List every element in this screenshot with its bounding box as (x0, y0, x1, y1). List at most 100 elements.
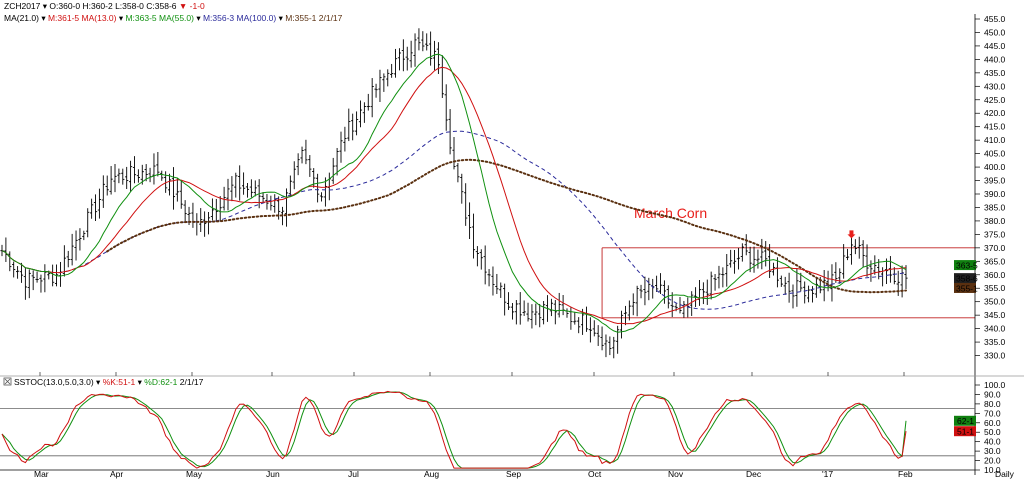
price-tick-label: 415.0 (984, 122, 1006, 132)
price-bar (526, 302, 530, 322)
price-bar (335, 147, 339, 176)
price-bar (608, 336, 612, 356)
badge-bg (954, 415, 976, 426)
price-bar (752, 246, 756, 273)
price-bar (506, 292, 511, 310)
price-bar (405, 46, 409, 71)
price-tick-label: 420.0 (984, 108, 1006, 118)
price-tick-label: 450.0 (984, 27, 1006, 37)
stoch-tick-label: 10.0 (984, 465, 1001, 475)
ma13-label: M:363-5 MA(55.0) (125, 13, 194, 23)
price-bar (362, 102, 366, 123)
price-bar (588, 317, 592, 343)
price-bar (160, 170, 164, 181)
price-tick-label: 390.0 (984, 189, 1006, 199)
x-tick-label: Nov (668, 469, 684, 479)
price-bar (857, 236, 861, 259)
price-bar (39, 274, 43, 293)
moving-averages (1, 53, 907, 333)
price-bar (374, 83, 378, 98)
stoch-tick-label: 40.0 (984, 437, 1001, 447)
price-tick-label: 400.0 (984, 162, 1006, 172)
price-bar (662, 280, 667, 304)
price-bar (125, 166, 129, 190)
change-label: -1-0 (190, 1, 205, 11)
price-tick-label: 330.0 (984, 351, 1006, 361)
price-bar (760, 238, 764, 270)
price-bars (0, 28, 908, 359)
price-bar (354, 111, 359, 136)
price-bar (655, 275, 659, 292)
price-bar (300, 146, 304, 164)
price-bar (347, 108, 351, 142)
price-bar (553, 300, 557, 325)
price-bar (19, 262, 24, 283)
price-bar (456, 163, 460, 183)
price-tick-label: 380.0 (984, 216, 1006, 226)
stoch-tick-label: 30.0 (984, 446, 1001, 456)
price-bar (210, 198, 215, 221)
price-bar (682, 300, 686, 318)
price-bar (534, 303, 538, 326)
price-bar (144, 164, 148, 182)
price-bar (522, 300, 526, 316)
price-bar (70, 233, 74, 266)
price-bar (23, 267, 27, 300)
stoch-k-label: %K:51-1 (103, 377, 136, 387)
price-tick-label: 370.0 (984, 243, 1006, 253)
price-bar (175, 178, 179, 202)
price-bar (226, 178, 230, 211)
price-bar (105, 175, 109, 196)
price-bar (705, 279, 709, 305)
price-bar (542, 301, 546, 325)
price-bar (732, 250, 737, 274)
price-bar (323, 177, 328, 207)
stoch-k-line (1, 390, 907, 469)
price-bar (471, 213, 476, 259)
price-bar (619, 310, 624, 339)
price-bar (499, 282, 503, 298)
price-bar (234, 172, 238, 198)
price-bar (764, 241, 768, 267)
price-tick-label: 340.0 (984, 324, 1006, 334)
price-bar (15, 266, 20, 279)
price-bar (799, 272, 803, 292)
price-bar (245, 182, 250, 198)
price-bar (296, 153, 300, 176)
price-bar (834, 262, 838, 283)
svg-text:ZCH2017 ▾ O:360-0 H:3: ZCH2017 ▾ O:360-0 H:360-2 L:358-0 C:358-… (4, 1, 205, 11)
price-tick-label: 375.0 (984, 229, 1006, 239)
price-bar (27, 269, 31, 299)
price-bar (308, 155, 312, 177)
stoch-tick-label: 60.0 (984, 418, 1001, 428)
price-bar (113, 164, 117, 193)
signal-arrow (847, 230, 856, 239)
price-tick-label: 425.0 (984, 95, 1006, 105)
price-bar (467, 202, 472, 240)
ma55-label: M:356-3 MA(100.0) (203, 13, 276, 23)
badge-label: 358-6 (956, 273, 978, 283)
price-axis: 330.0 335.0 340.0 345.0 350.0 355.0 360.0 365.0… (954, 14, 1006, 475)
price-bar (253, 180, 257, 197)
price-bar (66, 250, 70, 268)
x-tick-label: Jul (348, 469, 359, 479)
stoch-badge: 62-1 (954, 415, 976, 426)
price-bar (596, 325, 600, 346)
price-tick-label: 350.0 (984, 297, 1006, 307)
price-bar (152, 153, 156, 185)
price-tick-label: 335.0 (984, 337, 1006, 347)
price-bar (452, 137, 456, 170)
price-bar (304, 139, 308, 165)
price-bar (530, 304, 534, 329)
price-bar (690, 291, 694, 316)
price-bar (386, 69, 390, 87)
price-bar (401, 39, 405, 72)
price-bar (397, 48, 402, 71)
stoch-tick-label: 100.0 (984, 380, 1006, 390)
price-bar (339, 131, 343, 163)
price-bar (417, 28, 421, 51)
price-bar (787, 272, 791, 303)
x-tick-label: Dec (746, 469, 762, 479)
price-bar (635, 285, 639, 317)
